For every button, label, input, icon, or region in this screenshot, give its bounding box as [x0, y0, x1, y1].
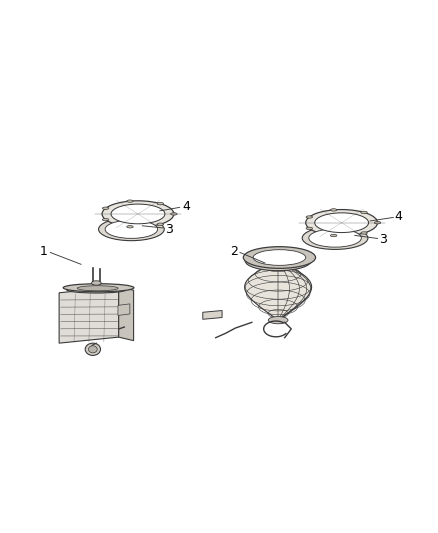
Ellipse shape: [157, 223, 164, 225]
Ellipse shape: [105, 220, 158, 238]
Polygon shape: [245, 261, 311, 320]
Ellipse shape: [127, 200, 133, 203]
Ellipse shape: [92, 281, 101, 285]
Ellipse shape: [253, 249, 306, 265]
Polygon shape: [203, 311, 222, 319]
Ellipse shape: [309, 229, 361, 247]
Ellipse shape: [102, 207, 109, 209]
Text: 1: 1: [40, 245, 48, 257]
Ellipse shape: [361, 232, 367, 234]
Ellipse shape: [127, 225, 133, 228]
Ellipse shape: [85, 343, 101, 356]
Ellipse shape: [314, 213, 368, 232]
Ellipse shape: [302, 227, 368, 249]
Text: 4: 4: [182, 199, 190, 213]
Ellipse shape: [244, 247, 315, 268]
Ellipse shape: [102, 219, 109, 221]
Ellipse shape: [306, 209, 378, 236]
Text: 3: 3: [379, 233, 387, 246]
Ellipse shape: [102, 201, 174, 227]
Text: 2: 2: [230, 245, 238, 257]
Ellipse shape: [306, 227, 313, 230]
Text: 4: 4: [395, 209, 403, 223]
Ellipse shape: [63, 284, 134, 292]
Ellipse shape: [330, 209, 337, 211]
Ellipse shape: [99, 218, 164, 241]
Ellipse shape: [330, 235, 337, 237]
Ellipse shape: [361, 211, 367, 214]
Polygon shape: [118, 304, 130, 316]
Polygon shape: [59, 287, 119, 343]
Ellipse shape: [67, 286, 126, 293]
Ellipse shape: [268, 317, 288, 324]
Ellipse shape: [111, 204, 165, 224]
Ellipse shape: [157, 203, 164, 205]
Text: 3: 3: [165, 223, 173, 236]
Ellipse shape: [171, 213, 177, 215]
Ellipse shape: [306, 216, 313, 218]
Ellipse shape: [77, 286, 118, 291]
Ellipse shape: [374, 222, 381, 224]
Ellipse shape: [245, 252, 311, 271]
Ellipse shape: [88, 346, 97, 353]
Polygon shape: [119, 287, 134, 341]
